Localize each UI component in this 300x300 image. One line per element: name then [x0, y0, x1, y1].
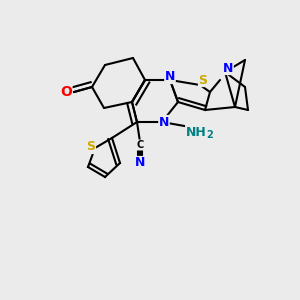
Text: S: S — [86, 140, 95, 154]
Text: O: O — [60, 85, 72, 99]
Text: N: N — [165, 70, 175, 83]
Text: N: N — [159, 116, 169, 128]
Text: C: C — [136, 140, 144, 150]
Text: N: N — [223, 61, 233, 74]
Text: N: N — [135, 157, 145, 169]
Text: S: S — [199, 74, 208, 86]
Text: 2: 2 — [207, 130, 213, 140]
Text: NH: NH — [186, 125, 206, 139]
